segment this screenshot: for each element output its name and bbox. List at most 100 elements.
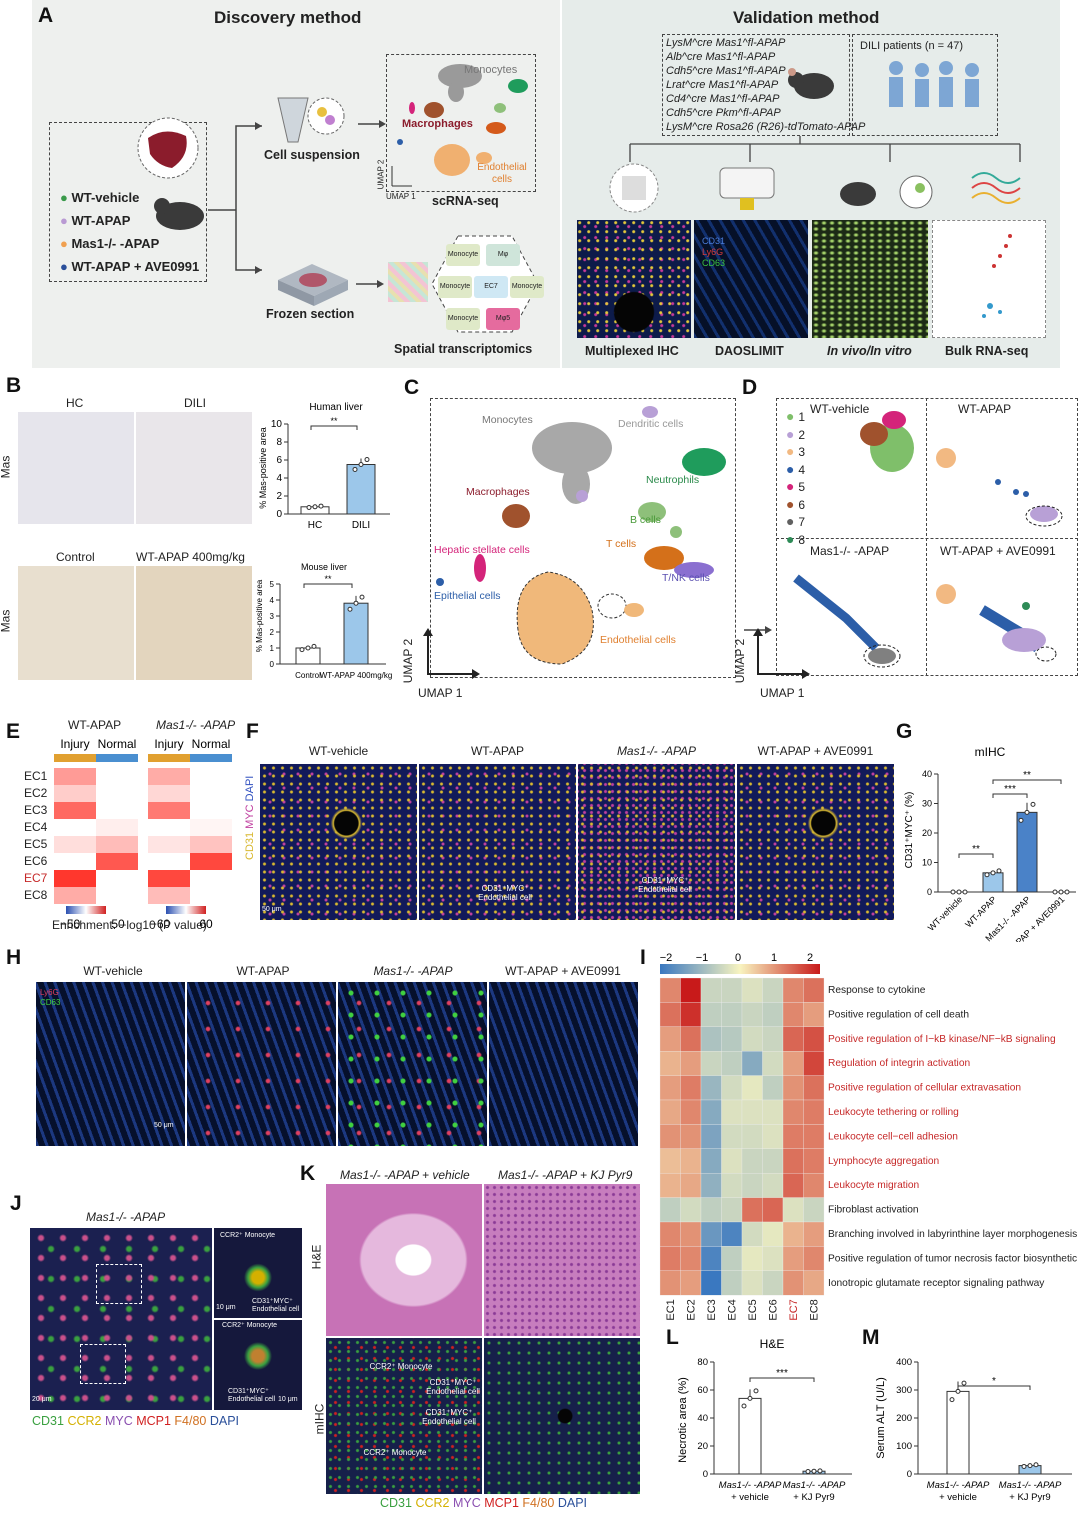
k-legend-item: CCR2	[415, 1496, 453, 1510]
g-sig-bracket-3	[992, 779, 1062, 784]
i-cell	[680, 1270, 702, 1296]
e-row-label: EC6	[24, 854, 48, 868]
group-item: ● WT-vehicle	[60, 186, 199, 209]
spatial-cell: Mφ	[486, 244, 520, 266]
panel-letter-d: D	[742, 376, 758, 399]
l-sig-bracket	[749, 1377, 815, 1382]
i-cell	[659, 1026, 681, 1052]
spatial-cell: Monocyte	[438, 276, 472, 298]
d-legend-item: ● 3	[786, 443, 805, 461]
spatial-label: Spatial transcriptomics	[394, 342, 533, 356]
cell-suspension-label: Cell suspension	[264, 148, 360, 162]
m-point	[949, 1397, 955, 1403]
panel-letter-j: J	[10, 1192, 22, 1215]
e-cell	[148, 870, 190, 887]
i-cell	[659, 1197, 681, 1223]
i-cell	[741, 1124, 763, 1149]
panel-letter-l: L	[666, 1326, 679, 1349]
i-term-label: Ionotropic glutamate receptor signaling …	[828, 1278, 1045, 1289]
spatial-thumbnail	[388, 262, 428, 302]
e-row-label: EC4	[24, 820, 48, 834]
g-chart: mIHC CD31⁺MYC⁺ (%) 0 10 20 30 40 WT-vehicleWT-A…	[904, 745, 1076, 942]
b-img-wtapap	[136, 566, 252, 680]
umap-mini-box	[386, 54, 536, 192]
f-image	[260, 764, 417, 920]
h-stain: Ly6G	[40, 988, 59, 997]
i-term-label: Branching involved in labyrinthine layer…	[828, 1229, 1077, 1240]
i-col-label: EC4	[727, 1299, 739, 1320]
d-legend-item: ● 7	[786, 513, 805, 531]
d-divider-v	[926, 398, 927, 676]
group-label: WT-APAP	[71, 213, 131, 228]
k-legend-item: DAPI	[557, 1496, 588, 1510]
panel-letter-a: A	[38, 4, 54, 27]
l-ylabel: Necrotic area (%)	[677, 1377, 689, 1463]
i-cell	[680, 1197, 702, 1223]
b-mouse-point	[353, 600, 359, 606]
patients-icon	[889, 61, 979, 107]
i-term-label: Leukocyte cell−cell adhesion	[828, 1131, 958, 1142]
i-cell	[803, 1051, 825, 1076]
i-term-label: Response to cytokine	[828, 985, 926, 996]
j-main-image	[30, 1228, 212, 1410]
g-title: mIHC	[975, 745, 1006, 759]
e-col-bar	[54, 754, 96, 762]
h-stain-legend: Ly6G CD63	[40, 988, 60, 1008]
dili-box	[852, 34, 998, 136]
c-to-d-arrow	[744, 626, 772, 634]
e-row-label: EC7	[24, 871, 48, 885]
g-sig-bracket-2	[992, 793, 1028, 798]
i-cell	[741, 1173, 763, 1198]
liver-mouse-illustration	[137, 117, 204, 230]
e-row-label: EC3	[24, 803, 48, 817]
b-mouse-point	[305, 645, 311, 651]
e-cell	[54, 853, 96, 870]
b-img-control	[18, 566, 134, 680]
i-cell	[721, 1075, 743, 1101]
k-legend-item: MYC	[452, 1496, 485, 1510]
y-tick-label: 3	[270, 612, 275, 621]
j-legend-item: CD31	[32, 1414, 68, 1428]
umap-mini-y: UMAP 2	[376, 159, 386, 190]
j-scale: 10 μm	[216, 1304, 236, 1311]
i-term-label: Positive regulation of cellular extravas…	[828, 1083, 1021, 1094]
i-cell	[782, 1124, 804, 1149]
m-category: Mas1-/- -APAP	[999, 1480, 1062, 1491]
y-tick-label: 60	[697, 1385, 708, 1396]
y-tick-label: 40	[697, 1413, 708, 1424]
j-scale: 10 μm	[278, 1396, 298, 1403]
i-cell	[659, 1221, 681, 1247]
d-legend-label: 8	[798, 532, 806, 547]
e-cell	[96, 887, 138, 904]
i-cell	[700, 1026, 722, 1052]
e-cell	[96, 853, 138, 870]
b-mouse-point	[347, 606, 353, 612]
i-cell	[700, 1124, 722, 1149]
d-legend-dot: ●	[786, 513, 799, 529]
i-cell	[680, 1221, 702, 1247]
g-point	[956, 889, 962, 895]
c-cluster-label: B cells	[630, 514, 661, 526]
e-cell	[148, 836, 190, 853]
i-cell	[700, 1002, 722, 1027]
e-group-1: WT-APAP	[68, 718, 122, 732]
b-row-mas-2: Mas	[0, 609, 13, 633]
d-legend-label: 6	[798, 497, 806, 512]
method-labels: Multiplexed IHC DAOSLIMIT In vivo/In vitro…	[577, 344, 1052, 362]
l-point	[741, 1403, 747, 1409]
e-scale-bar-2	[166, 906, 206, 914]
y-tick-label: 4	[276, 473, 282, 484]
e-cell	[190, 785, 232, 802]
i-cell	[721, 1124, 743, 1149]
dili-patients-label: DILI patients (n = 47)	[860, 40, 964, 52]
b-mouse-sig: **	[324, 574, 332, 584]
g-point	[1064, 889, 1070, 895]
d-title-2: WT-APAP	[958, 402, 1012, 416]
e-cell	[96, 870, 138, 887]
d-legend-label: 3	[798, 445, 806, 459]
j-inset-annot: CD31⁺MYC⁺ Endothelial cell	[228, 1388, 276, 1403]
discovery-title: Discovery method	[214, 8, 362, 27]
b-human-point	[318, 503, 324, 509]
j-title: Mas1-/- -APAP	[86, 1210, 166, 1224]
